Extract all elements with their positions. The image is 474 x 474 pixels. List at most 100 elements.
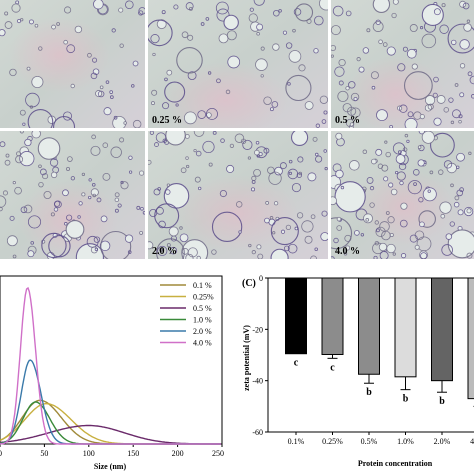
droplet bbox=[29, 105, 34, 109]
droplet bbox=[353, 96, 358, 102]
droplet bbox=[265, 201, 270, 205]
droplet bbox=[250, 187, 256, 192]
droplet bbox=[409, 234, 418, 243]
significance-letter: b bbox=[439, 396, 445, 407]
droplet bbox=[162, 102, 170, 110]
size-x-label: Size (nm) bbox=[94, 462, 127, 471]
significance-letter: b bbox=[403, 394, 409, 405]
legend-entry: 0.5 % bbox=[193, 304, 212, 313]
droplet bbox=[459, 0, 467, 8]
droplet bbox=[399, 180, 404, 186]
droplet bbox=[392, 0, 399, 5]
droplet bbox=[187, 34, 194, 41]
zeta-x-tick-label: 0.25% bbox=[322, 437, 343, 446]
droplet bbox=[193, 131, 205, 137]
droplet bbox=[451, 39, 457, 46]
droplet bbox=[120, 181, 129, 190]
droplet bbox=[315, 152, 319, 157]
droplet bbox=[163, 183, 190, 209]
droplet bbox=[285, 224, 292, 231]
droplet bbox=[362, 149, 368, 155]
droplet bbox=[334, 66, 345, 77]
droplet bbox=[175, 103, 179, 107]
droplet bbox=[111, 28, 116, 33]
droplet bbox=[373, 255, 378, 259]
micrograph-tile bbox=[0, 131, 145, 259]
droplet bbox=[153, 188, 161, 196]
droplet bbox=[66, 214, 73, 221]
droplet bbox=[218, 33, 229, 44]
droplet bbox=[205, 17, 210, 21]
droplet bbox=[293, 8, 302, 16]
droplet bbox=[164, 81, 186, 103]
droplet bbox=[421, 3, 444, 27]
droplet bbox=[392, 252, 396, 256]
droplet bbox=[37, 137, 61, 160]
droplet bbox=[335, 169, 344, 179]
droplet bbox=[223, 14, 239, 31]
droplet bbox=[366, 28, 371, 33]
droplet bbox=[117, 203, 122, 208]
droplet bbox=[362, 47, 370, 54]
droplet bbox=[388, 182, 394, 188]
droplet bbox=[20, 206, 28, 214]
droplet bbox=[456, 165, 460, 169]
droplet bbox=[375, 19, 381, 25]
droplet bbox=[321, 119, 327, 124]
droplet bbox=[14, 186, 22, 195]
droplet bbox=[50, 171, 58, 179]
droplet bbox=[124, 234, 134, 243]
zeta-x-tick-label: 2.0% bbox=[434, 437, 451, 446]
size-series-line bbox=[0, 403, 222, 445]
zeta-bar bbox=[285, 277, 307, 355]
droplet bbox=[256, 244, 262, 250]
droplet bbox=[333, 237, 339, 244]
droplet bbox=[215, 1, 229, 15]
droplet bbox=[149, 131, 155, 135]
droplet bbox=[65, 220, 85, 239]
droplet bbox=[179, 226, 183, 230]
droplet bbox=[402, 147, 408, 152]
droplet bbox=[0, 141, 6, 148]
droplet bbox=[54, 200, 61, 207]
droplet bbox=[269, 107, 274, 112]
droplet bbox=[5, 153, 10, 158]
droplet bbox=[396, 171, 406, 181]
droplet bbox=[12, 181, 16, 185]
droplet bbox=[255, 58, 268, 71]
droplet bbox=[27, 215, 42, 229]
droplet bbox=[102, 172, 111, 181]
droplet bbox=[288, 171, 293, 176]
droplet bbox=[128, 170, 133, 174]
droplet bbox=[234, 133, 245, 143]
zeta-bar bbox=[321, 277, 344, 355]
droplet bbox=[290, 131, 309, 147]
droplet bbox=[87, 52, 92, 58]
droplet bbox=[263, 147, 270, 154]
droplet bbox=[91, 134, 96, 140]
droplet bbox=[287, 243, 298, 254]
droplet bbox=[151, 101, 155, 106]
droplet bbox=[391, 12, 397, 19]
droplet bbox=[331, 54, 334, 58]
droplet bbox=[257, 253, 264, 259]
droplet bbox=[263, 96, 272, 105]
droplet bbox=[392, 142, 406, 155]
micrograph-label: 2.0 % bbox=[152, 246, 177, 257]
droplet bbox=[385, 151, 391, 158]
droplet bbox=[138, 170, 145, 176]
droplet bbox=[64, 6, 72, 14]
droplet bbox=[110, 146, 122, 158]
droplet bbox=[419, 221, 425, 228]
droplet bbox=[256, 32, 260, 36]
droplet bbox=[11, 3, 21, 13]
zeta-y-tick-label: -60 bbox=[252, 428, 263, 437]
droplet bbox=[342, 103, 352, 113]
droplet bbox=[260, 74, 264, 78]
droplet bbox=[181, 239, 209, 259]
droplet bbox=[389, 232, 394, 238]
droplet bbox=[296, 172, 302, 178]
zeta-x-tick-label: 0.5% bbox=[361, 437, 378, 446]
droplet bbox=[216, 78, 221, 84]
micrograph-grid: 0.25 % 0.5 % 2.0 % 4.0 % bbox=[0, 0, 474, 259]
